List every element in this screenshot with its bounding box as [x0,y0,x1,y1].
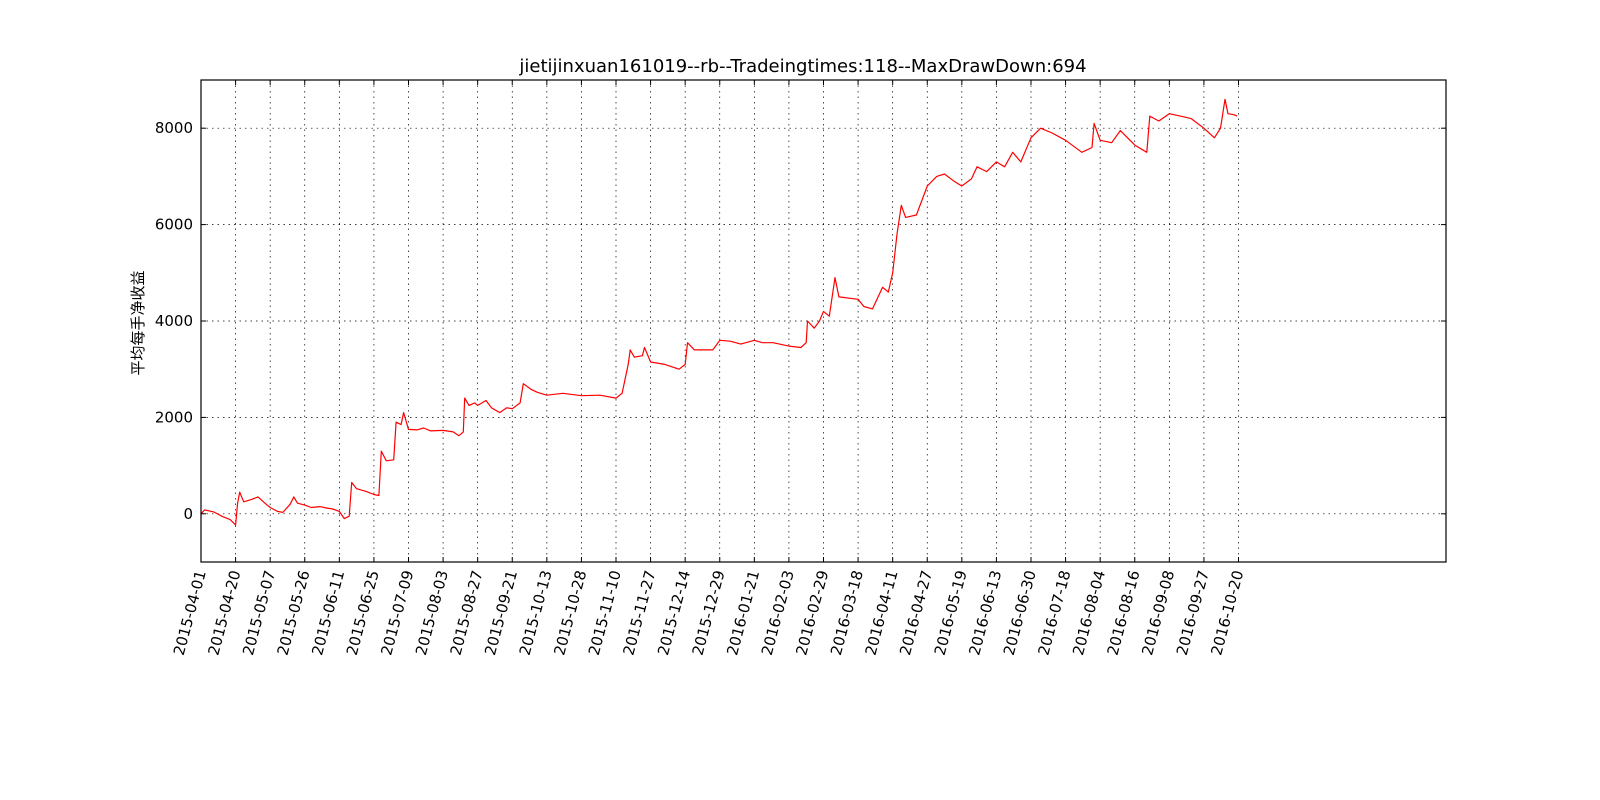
y-axis-label: 平均每手净收益 [129,270,147,375]
x-tick-label: 2015-08-27 [447,568,487,657]
x-tick-label: 2016-09-08 [1138,568,1178,657]
x-tick-label: 2015-10-28 [550,568,590,657]
axis-ticks: 020004000600080002015-04-012015-04-20201… [155,80,1446,657]
x-tick-label: 2015-12-14 [654,568,694,657]
x-tick-label: 2015-04-20 [204,568,244,657]
x-tick-label: 2016-10-20 [1207,568,1247,657]
x-tick-label: 2015-10-13 [516,568,556,657]
x-tick-label: 2016-07-18 [1034,568,1074,657]
x-tick-label: 2015-08-03 [412,568,452,657]
x-tick-label: 2016-02-29 [792,568,832,657]
series-layer [200,98,1238,526]
x-tick-label: 2015-06-11 [308,568,348,657]
x-tick-label: 2016-09-27 [1173,568,1213,657]
x-tick-label: 2016-04-11 [862,568,902,657]
y-tick-label: 4000 [155,312,193,330]
x-tick-label: 2016-06-13 [965,568,1005,657]
x-tick-label: 2015-04-01 [170,568,210,657]
x-tick-label: 2015-05-26 [274,568,314,657]
x-tick-label: 2016-02-03 [758,568,798,657]
x-tick-label: 2015-09-21 [481,568,521,657]
x-tick-label: 2016-01-21 [723,568,763,657]
x-tick-label: 2015-05-07 [239,568,279,657]
y-tick-label: 8000 [155,119,193,137]
x-tick-label: 2015-06-25 [343,568,383,657]
x-tick-label: 2016-05-19 [931,568,971,657]
x-tick-label: 2015-12-29 [689,568,729,657]
series-line [200,98,1238,526]
x-tick-label: 2016-04-27 [896,568,936,657]
chart-title: jietijinxuan161019--rb--Tradeingtimes:11… [518,56,1086,77]
x-tick-label: 2016-08-16 [1104,568,1144,657]
x-tick-label: 2016-03-18 [827,568,867,657]
x-tick-label: 2015-11-27 [619,568,659,657]
y-tick-label: 6000 [155,216,193,234]
x-tick-label: 2015-07-09 [377,568,417,657]
y-tick-label: 2000 [155,408,193,426]
grid [201,80,1446,562]
x-tick-label: 2016-08-04 [1069,568,1109,657]
plot-frame [200,79,1447,563]
x-tick-label: 2016-06-30 [1000,568,1040,657]
y-tick-label: 0 [183,505,193,523]
x-tick-label: 2015-11-10 [585,568,625,657]
